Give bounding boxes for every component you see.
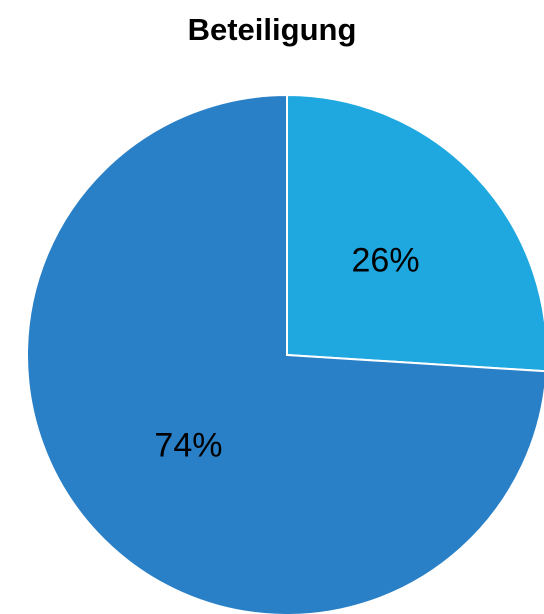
pie-slice-label-2: 74% [154,427,222,465]
pie-slice-label-1: 26% [352,241,420,279]
pie-slice-1 [286,93,544,373]
chart-title: Beteiligung [187,12,357,47]
pie-slices [26,93,544,614]
pie-slice-2 [26,93,544,614]
pie-labels: 26% 74% [154,241,419,464]
